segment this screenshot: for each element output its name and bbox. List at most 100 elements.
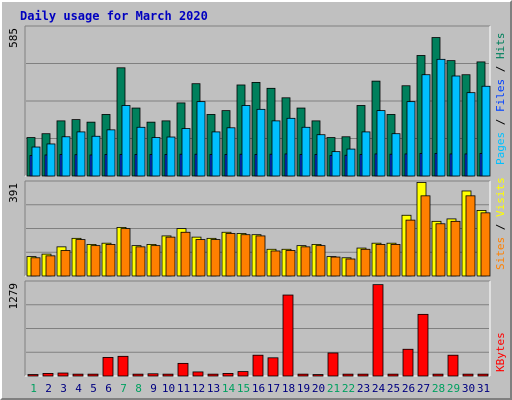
x-day-label-12: 12 [192, 382, 205, 395]
x-day-label-10: 10 [162, 382, 175, 395]
bar-pages-14 [226, 127, 236, 177]
bar-pages-30 [466, 92, 476, 177]
bar-sites-27 [420, 195, 431, 277]
bar-sites-21 [330, 256, 341, 277]
x-day-label-15: 15 [237, 382, 250, 395]
x-day-label-9: 9 [150, 382, 157, 395]
bar-pages-21 [331, 151, 341, 177]
x-day-label-26: 26 [402, 382, 415, 395]
bar-pages-27 [421, 74, 431, 177]
bar-kbytes-16 [252, 354, 264, 377]
x-day-label-8: 8 [135, 382, 142, 395]
x-day-label-27: 27 [417, 382, 430, 395]
bar-kbytes-24 [372, 284, 384, 377]
x-day-label-2: 2 [45, 382, 52, 395]
bar-pages-3 [61, 136, 71, 177]
bar-kbytes-14 [222, 373, 234, 377]
x-day-label-14: 14 [222, 382, 236, 395]
middle-ymax-label: 391 [7, 183, 20, 203]
x-day-label-3: 3 [60, 382, 67, 395]
x-day-label-25: 25 [387, 382, 400, 395]
bar-sites-19 [300, 246, 311, 277]
bar-pages-15 [241, 105, 251, 177]
bar-sites-28 [435, 223, 446, 277]
bar-sites-9 [150, 245, 161, 277]
bar-kbytes-17 [267, 357, 279, 377]
bar-pages-12 [196, 101, 206, 177]
bar-sites-31 [480, 212, 491, 277]
legend-top-part-2: Files [494, 79, 507, 112]
bar-sites-13 [210, 239, 221, 277]
bar-kbytes-18 [282, 294, 294, 377]
bar-pages-4 [76, 131, 86, 177]
bar-sites-4 [75, 239, 86, 277]
bar-pages-10 [166, 136, 176, 177]
bar-kbytes-26 [402, 348, 414, 377]
bar-kbytes-29 [447, 354, 459, 377]
bar-sites-18 [285, 250, 296, 277]
bar-sites-7 [120, 228, 131, 277]
bar-kbytes-21 [327, 352, 339, 377]
legend-top-part-1: / [494, 112, 507, 132]
legend-top: Pages / Files / Hits [494, 33, 507, 166]
bar-kbytes-27 [417, 313, 429, 377]
bar-pages-9 [151, 137, 161, 177]
bar-sites-11 [180, 231, 191, 277]
x-day-label-24: 24 [372, 382, 386, 395]
bar-pages-2 [46, 143, 56, 177]
x-day-label-23: 23 [357, 382, 370, 395]
x-day-label-11: 11 [177, 382, 190, 395]
bar-pages-20 [316, 134, 326, 177]
bar-pages-29 [451, 75, 461, 177]
bar-pages-28 [436, 58, 446, 177]
bar-pages-11 [181, 128, 191, 177]
x-day-label-22: 22 [342, 382, 355, 395]
bar-sites-17 [270, 250, 281, 277]
bar-sites-30 [465, 195, 476, 277]
bar-kbytes-22 [342, 373, 354, 377]
bar-kbytes-3 [57, 372, 69, 377]
x-day-label-21: 21 [327, 382, 340, 395]
x-day-label-1: 1 [30, 382, 37, 395]
x-day-label-19: 19 [297, 382, 310, 395]
bar-kbytes-8 [132, 373, 144, 377]
legend-middle-part-0: Sites [494, 237, 507, 270]
x-day-label-30: 30 [462, 382, 475, 395]
bar-sites-1 [30, 257, 41, 277]
bar-kbytes-31 [477, 373, 489, 377]
legend-middle: Sites / Visits [494, 177, 507, 270]
x-day-label-6: 6 [105, 382, 112, 395]
bar-kbytes-7 [117, 355, 129, 377]
bar-pages-6 [106, 129, 116, 177]
bar-kbytes-9 [147, 373, 159, 377]
legend-bottom: KBytes [494, 332, 507, 372]
bar-kbytes-12 [192, 371, 204, 377]
x-day-label-29: 29 [447, 382, 460, 395]
bar-kbytes-13 [207, 373, 219, 377]
legend-top-part-0: Pages [494, 132, 507, 165]
legend-bottom-part-0: KBytes [494, 332, 507, 372]
bar-pages-13 [211, 131, 221, 177]
bar-sites-14 [225, 233, 236, 277]
bar-kbytes-10 [162, 373, 174, 377]
bar-sites-22 [345, 258, 356, 277]
bar-sites-10 [165, 236, 176, 277]
bar-kbytes-19 [297, 373, 309, 377]
legend-top-part-3: / [494, 59, 507, 79]
bar-pages-5 [91, 135, 101, 177]
bar-sites-3 [60, 250, 71, 277]
bar-pages-25 [391, 133, 401, 177]
x-day-label-31: 31 [477, 382, 490, 395]
bar-kbytes-28 [432, 373, 444, 377]
bar-kbytes-15 [237, 371, 249, 377]
bar-sites-8 [135, 246, 146, 277]
legend-middle-part-2: Visits [494, 177, 507, 217]
bar-sites-2 [45, 255, 56, 277]
bar-kbytes-5 [87, 373, 99, 377]
x-day-label-4: 4 [75, 382, 82, 395]
x-day-label-28: 28 [432, 382, 445, 395]
bar-pages-24 [376, 110, 386, 177]
bar-pages-22 [346, 148, 356, 177]
bar-sites-25 [390, 244, 401, 277]
